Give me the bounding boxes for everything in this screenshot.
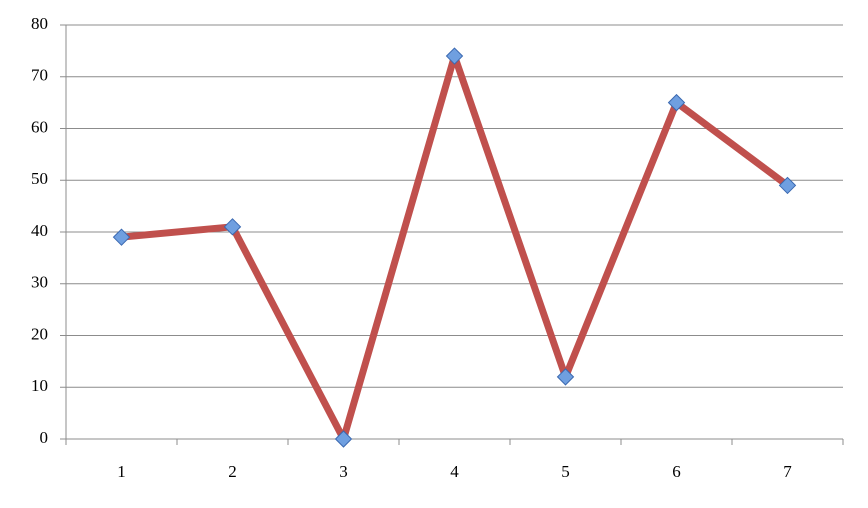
data-marker [334,430,353,448]
y-tick-label: 80 [31,14,48,33]
data-marker [223,218,242,236]
x-tick-label: 2 [228,462,237,481]
y-tick-label: 50 [31,169,48,188]
x-tick-label: 3 [339,462,348,481]
y-tick-label: 70 [31,66,48,85]
y-tick-label: 60 [31,117,48,136]
data-line [121,52,790,443]
x-tick-label: 5 [561,462,570,481]
data-marker [778,176,797,195]
x-tick-label: 7 [783,462,792,481]
data-marker [667,93,686,112]
y-tick-label: 20 [31,324,48,343]
x-tick-label: 6 [672,462,681,481]
data-marker [445,47,464,65]
data-marker [556,368,575,386]
data-marker [112,228,131,246]
y-tick-label: 0 [40,428,49,447]
y-tick-label: 10 [31,376,48,395]
y-tick-label: 40 [31,221,48,240]
y-tick-label: 30 [31,273,48,292]
x-tick-label: 4 [450,462,459,481]
x-tick-label: 1 [117,462,126,481]
